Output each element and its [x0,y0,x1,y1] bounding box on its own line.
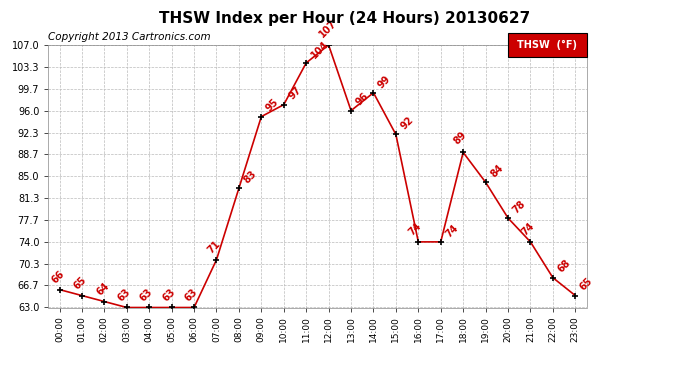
Text: 65: 65 [72,275,89,291]
Text: 63: 63 [183,287,199,303]
Text: 74: 74 [407,221,424,238]
Text: 84: 84 [489,163,505,180]
Text: 107: 107 [317,18,339,39]
Text: 74: 74 [520,221,536,238]
Text: 96: 96 [354,91,371,108]
Text: THSW  (°F): THSW (°F) [518,40,578,50]
Text: 74: 74 [444,222,460,239]
Text: 63: 63 [161,287,177,303]
Text: THSW Index per Hour (24 Hours) 20130627: THSW Index per Hour (24 Hours) 20130627 [159,11,531,26]
Text: 89: 89 [452,130,469,147]
Text: 65: 65 [578,276,595,293]
FancyBboxPatch shape [509,33,586,57]
Text: 92: 92 [399,115,415,132]
Text: 63: 63 [138,287,155,303]
Text: 104: 104 [309,39,331,60]
Text: 66: 66 [50,269,66,285]
Text: 64: 64 [95,281,111,297]
Text: 97: 97 [286,85,303,102]
Text: 63: 63 [116,287,132,303]
Text: 78: 78 [511,198,527,215]
Text: 68: 68 [555,258,572,275]
Text: 83: 83 [241,169,258,185]
Text: Copyright 2013 Cartronics.com: Copyright 2013 Cartronics.com [48,32,211,42]
Text: 95: 95 [264,97,281,114]
Text: 99: 99 [376,74,393,90]
Text: 71: 71 [206,239,222,256]
